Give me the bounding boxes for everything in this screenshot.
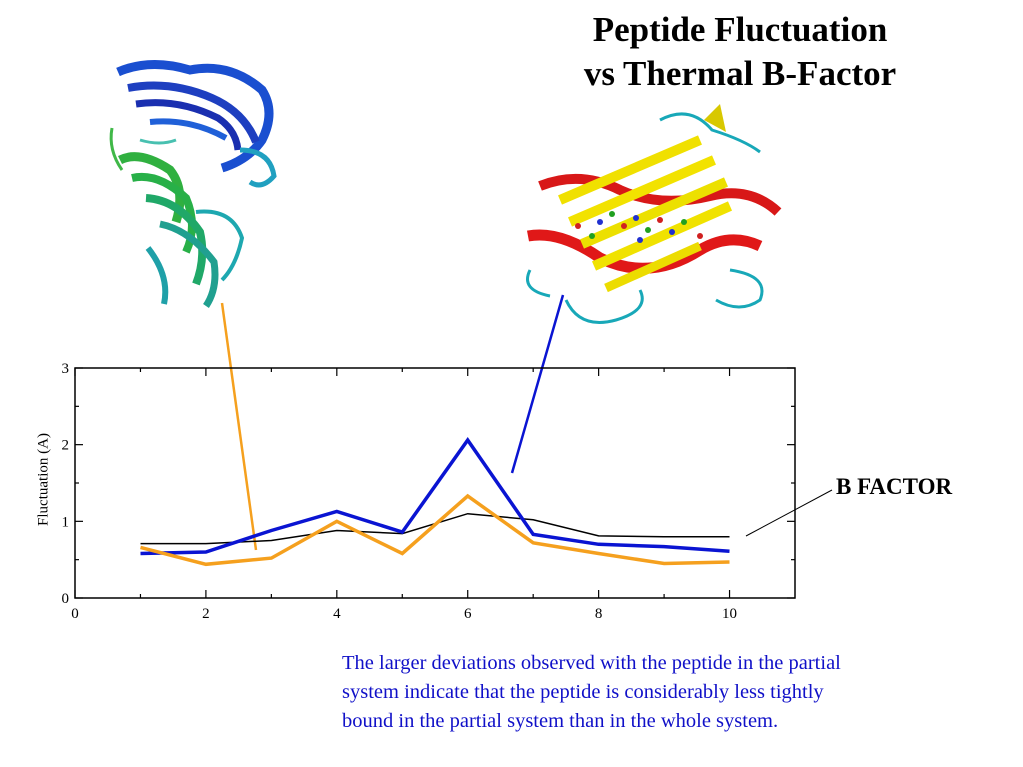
caption-text: The larger deviations observed with the …: [342, 649, 1002, 736]
protein-structure-image-right: [526, 104, 782, 324]
caption-line-3: bound in the partial system than in the …: [342, 710, 779, 732]
y-axis-label: Fluctuation (A): [35, 433, 52, 526]
y-tick-label: 2: [62, 438, 70, 454]
b-factor-label: B FACTOR: [836, 474, 953, 499]
caption-line-1: The larger deviations observed with the …: [342, 652, 841, 674]
y-tick-label: 1: [62, 514, 70, 530]
title-line-1: Peptide Fluctuation: [592, 10, 888, 49]
x-tick-label: 8: [595, 606, 603, 622]
orange-callout-line: [220, 302, 258, 551]
blue-callout-line: [510, 294, 565, 474]
b-factor-line: [140, 512, 730, 545]
blue-series-line: [140, 437, 730, 556]
protein-structure-image-left: [109, 59, 277, 308]
y-tick-label: 0: [62, 591, 70, 607]
x-tick-label: 2: [202, 606, 210, 622]
y-tick-label: 3: [62, 361, 70, 377]
slide-title: Peptide Fluctuation vs Thermal B-Factor: [545, 8, 935, 96]
x-tick-label: 6: [464, 606, 472, 622]
x-tick-label: 0: [71, 606, 79, 622]
series-group: [140, 437, 730, 567]
fluctuation-chart: 0 2 4 6 8 10 0 1 2 3: [62, 361, 796, 622]
b-factor-callout-line: [745, 489, 833, 537]
caption-line-2: system indicate that the peptide is cons…: [342, 681, 824, 703]
x-tick-label: 4: [333, 606, 341, 622]
x-tick-label: 10: [722, 606, 737, 622]
axis-ticks: 0 2 4 6 8 10 0 1 2 3: [62, 361, 795, 622]
ligand-cluster: [575, 211, 703, 243]
title-line-2: vs Thermal B-Factor: [583, 54, 897, 93]
orange-series-line: [140, 493, 730, 567]
